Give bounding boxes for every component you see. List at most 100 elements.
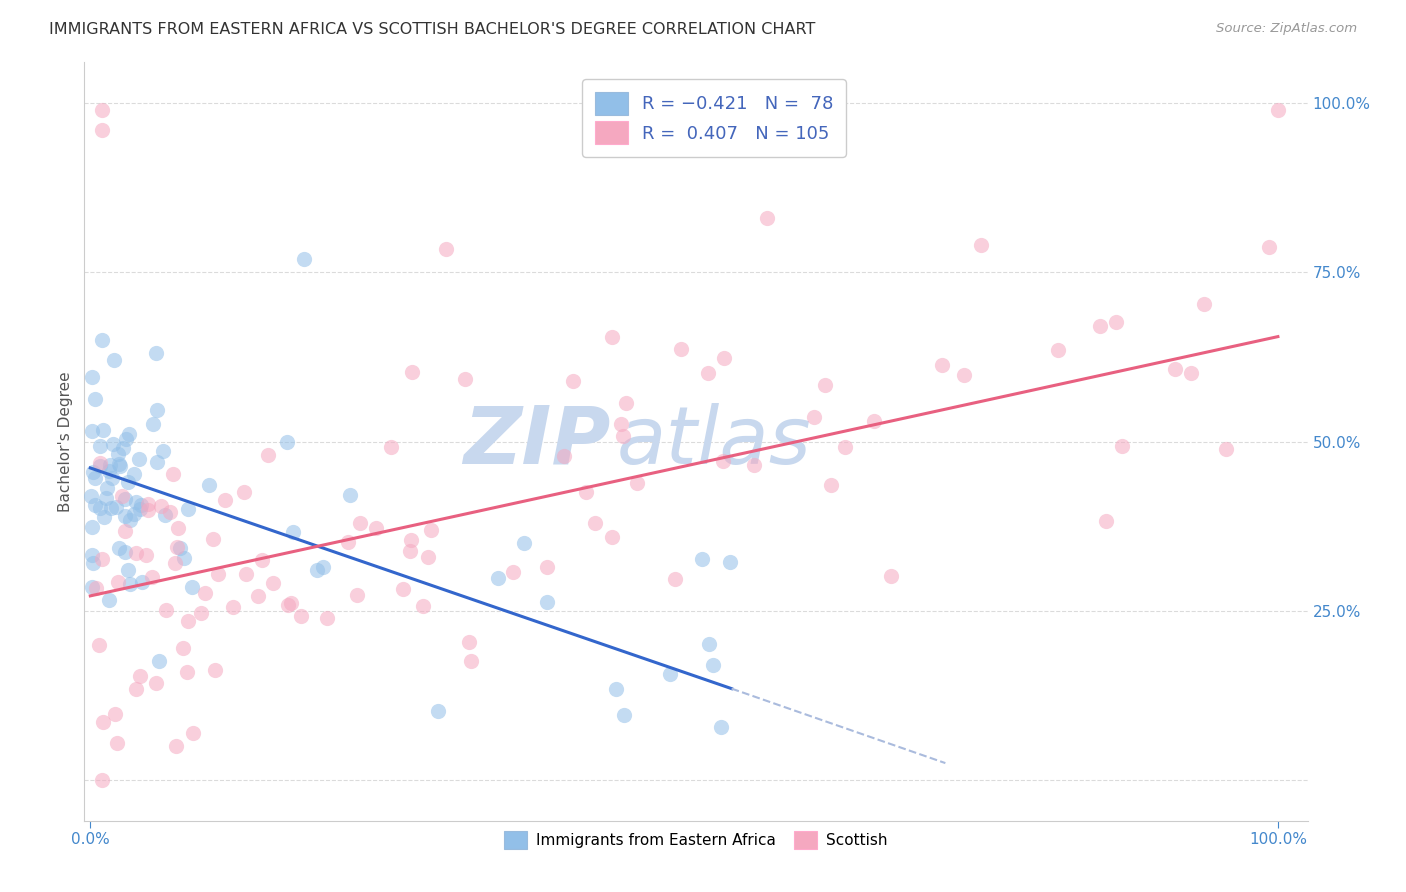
Point [834, 440, 856, 454]
Point [486, 571, 509, 585]
Point [1105, 315, 1128, 329]
Point [207, 567, 229, 582]
Point [536, 594, 558, 608]
Point [162, 467, 184, 481]
Point [105, 736, 128, 750]
Point [83, 392, 105, 407]
Point [165, 739, 187, 753]
Point [125, 681, 148, 696]
Point [256, 448, 278, 462]
Point [970, 238, 993, 252]
Point [82, 549, 104, 563]
Point [814, 378, 837, 392]
Point [112, 441, 135, 455]
Point [198, 477, 221, 491]
Point [84, 471, 107, 485]
Point [120, 576, 142, 591]
Point [159, 506, 181, 520]
Point [337, 535, 360, 549]
Point [87, 638, 110, 652]
Point [204, 663, 226, 677]
Point [145, 675, 167, 690]
Point [108, 457, 131, 471]
Text: ZIP: ZIP [463, 402, 610, 481]
Point [93, 715, 115, 730]
Point [155, 602, 177, 616]
Point [315, 611, 337, 625]
Point [114, 509, 136, 524]
Point [83, 498, 105, 512]
Point [97, 593, 120, 607]
Point [614, 396, 637, 410]
Point [664, 572, 686, 586]
Point [128, 668, 150, 682]
Point [166, 540, 188, 554]
Point [953, 368, 976, 382]
Point [128, 502, 150, 516]
Point [600, 330, 623, 344]
Point [312, 560, 335, 574]
Point [214, 492, 236, 507]
Point [91, 103, 114, 117]
Point [129, 498, 152, 512]
Point [131, 575, 153, 590]
Point [173, 550, 195, 565]
Point [290, 609, 312, 624]
Point [91, 552, 114, 566]
Point [602, 530, 624, 544]
Point [120, 513, 142, 527]
Point [107, 575, 129, 590]
Point [419, 523, 441, 537]
Point [148, 654, 170, 668]
Point [135, 548, 157, 562]
Text: atlas: atlas [616, 402, 811, 481]
Point [136, 503, 159, 517]
Point [91, 333, 114, 347]
Point [1095, 514, 1118, 528]
Point [201, 532, 224, 546]
Point [176, 501, 198, 516]
Point [879, 569, 901, 583]
Point [142, 417, 165, 431]
Point [114, 524, 136, 538]
Point [250, 553, 273, 567]
Point [91, 772, 114, 787]
Point [820, 478, 842, 492]
Point [181, 726, 204, 740]
Point [146, 454, 169, 468]
Point [89, 456, 111, 470]
Point [931, 358, 953, 372]
Point [610, 417, 633, 431]
Point [669, 342, 692, 356]
Point [84, 581, 107, 595]
Point [281, 524, 304, 539]
Point [1180, 367, 1202, 381]
Point [166, 521, 188, 535]
Point [172, 641, 194, 656]
Point [117, 475, 139, 489]
Point [453, 372, 475, 386]
Point [364, 520, 387, 534]
Point [194, 585, 217, 599]
Point [125, 546, 148, 560]
Point [458, 635, 481, 649]
Point [277, 598, 299, 612]
Point [562, 374, 585, 388]
Point [190, 606, 212, 620]
Point [605, 681, 627, 696]
Point [1164, 362, 1187, 376]
Point [177, 614, 200, 628]
Point [80, 424, 103, 438]
Point [280, 596, 302, 610]
Point [169, 541, 191, 556]
Point [222, 599, 245, 614]
Point [82, 556, 104, 570]
Point [89, 500, 111, 515]
Point [391, 582, 413, 596]
Point [399, 533, 422, 548]
Point [380, 441, 402, 455]
Text: Source: ZipAtlas.com: Source: ZipAtlas.com [1216, 22, 1357, 36]
Point [176, 665, 198, 680]
Point [697, 637, 720, 651]
Point [401, 365, 423, 379]
